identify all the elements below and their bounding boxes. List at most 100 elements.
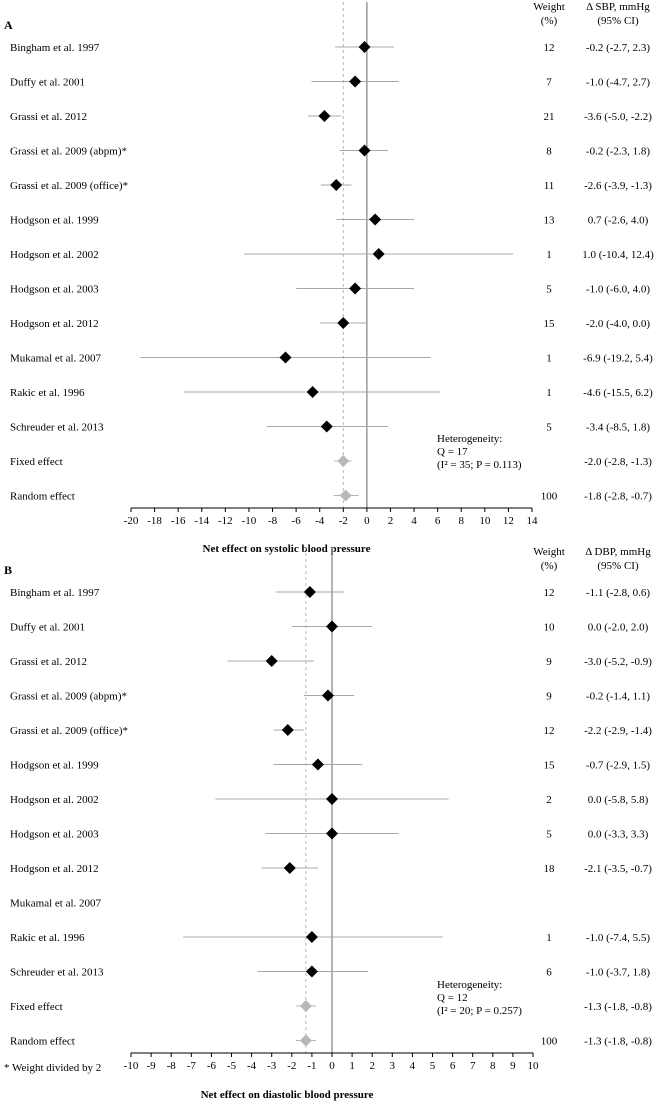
point-estimate-diamond: [326, 620, 338, 633]
study-weight: 2: [546, 794, 552, 806]
study-row: Hodgson et al. 2003 5 -1.0 (-6.0, 4.0): [10, 282, 650, 296]
study-effect-ci: -0.7 (-2.9, 1.5): [586, 760, 650, 772]
study-weight: 1: [546, 387, 552, 399]
study-row: Mukamal et al. 2007: [10, 898, 102, 910]
study-effect-ci: -1.0 (-6.0, 4.0): [586, 284, 650, 296]
effect-header-unit: (95% CI): [597, 560, 639, 572]
panel-b-diastolic: B Weight (%) Δ DBP, mmHg (95% CI) Bingham et …: [4, 546, 652, 1101]
point-estimate-diamond: [358, 144, 371, 157]
study-label: Hodgson et al. 1999: [10, 215, 99, 227]
point-estimate-diamond: [337, 455, 350, 467]
footnote: * Weight divided by 2: [4, 1062, 101, 1074]
study-row: Bingham et al. 1997 12 -1.1 (-2.8, 0.6): [10, 586, 650, 599]
x-tick-label: 4: [410, 1060, 416, 1072]
study-weight: 15: [544, 760, 556, 772]
study-effect-ci: -6.9 (-19.2, 5.4): [583, 353, 653, 365]
study-row: Hodgson et al. 2012 15 -2.0 (-4.0, 0.0): [10, 317, 650, 330]
x-tick-label: -9: [147, 1060, 157, 1072]
point-estimate-diamond: [299, 1000, 312, 1012]
x-tick-label: -20: [124, 515, 139, 527]
study-effect-ci: 0.0 (-2.0, 2.0): [588, 622, 649, 634]
x-tick-label: 4: [411, 515, 417, 527]
x-tick-label: 0: [329, 1060, 335, 1072]
weight-header: Weight: [533, 546, 565, 558]
study-label: Grassi et al. 2012: [10, 111, 87, 123]
effect-header: Δ DBP, mmHg: [585, 546, 651, 558]
study-row: Grassi et al. 2009 (abpm)* 8 -0.2 (-2.3, 1…: [10, 144, 650, 158]
x-tick-label: 14: [527, 515, 539, 527]
study-weight: 1: [546, 353, 552, 365]
study-effect-ci: -3.4 (-8.5, 1.8): [586, 422, 650, 434]
panel-label: A: [4, 18, 13, 32]
x-axis-title: Net effect on systolic blood pressure: [203, 543, 371, 555]
study-effect-ci: -1.0 (-3.7, 1.8): [586, 967, 650, 979]
x-tick-label: -10: [124, 1060, 139, 1072]
x-tick-label: -8: [167, 1060, 177, 1072]
study-effect-ci: -2.0 (-2.8, -1.3): [584, 456, 652, 468]
study-label: Schreuder et al. 2013: [10, 967, 104, 979]
study-row: Schreuder et al. 2013 5 -3.4 (-8.5, 1.8): [10, 420, 650, 434]
study-row: Grassi et al. 2012 9 -3.0 (-5.2, -0.9): [10, 655, 652, 668]
study-row: Rakic et al. 1996 1 -4.6 (-15.5, 6.2): [10, 386, 653, 399]
study-row: Fixed effect -1.3 (-1.8, -0.8): [10, 1000, 652, 1013]
study-row: Grassi et al. 2012 21 -3.6 (-5.0, -2.2): [10, 110, 652, 123]
point-estimate-diamond: [372, 248, 385, 260]
study-weight: 10: [544, 622, 556, 634]
study-weight: 6: [546, 967, 552, 979]
study-row: Hodgson et al. 2003 5 0.0 (-3.3, 3.3): [10, 827, 649, 841]
x-tick-label: -6: [292, 515, 302, 527]
study-row: Random effect 100 -1.3 (-1.8, -0.8): [10, 1034, 652, 1048]
point-estimate-diamond: [283, 862, 296, 874]
x-tick-label: 0: [364, 515, 370, 527]
study-label: Random effect: [10, 1036, 75, 1048]
study-label: Fixed effect: [10, 456, 63, 468]
study-weight: 13: [544, 215, 556, 227]
x-tick-label: -14: [194, 515, 209, 527]
x-tick-label: -10: [242, 515, 257, 527]
study-weight: 12: [544, 587, 555, 599]
study-label: Duffy et al. 2001: [10, 622, 85, 634]
study-label: Duffy et al. 2001: [10, 77, 85, 89]
weight-header: Weight: [533, 1, 565, 13]
study-row: Random effect 100 -1.8 (-2.8, -0.7): [10, 489, 652, 503]
study-weight: 8: [546, 146, 552, 158]
study-row: Duffy et al. 2001 7 -1.0 (-4.7, 2.7): [10, 75, 650, 89]
x-tick-label: 6: [450, 1060, 456, 1072]
x-tick-label: -16: [171, 515, 186, 527]
point-estimate-diamond: [349, 75, 362, 88]
x-tick-label: 1: [349, 1060, 355, 1072]
study-label: Hodgson et al. 2003: [10, 284, 99, 296]
study-row: Grassi et al. 2009 (office)* 12 -2.2 (-2.9…: [10, 724, 652, 737]
study-effect-ci: -0.2 (-1.4, 1.1): [586, 691, 650, 703]
x-tick-label: -12: [218, 515, 233, 527]
effect-header-unit: (95% CI): [597, 15, 639, 27]
study-effect-ci: -2.2 (-2.9, -1.4): [584, 725, 652, 737]
study-effect-ci: -2.6 (-3.9, -1.3): [584, 180, 652, 192]
study-label: Hodgson et al. 2012: [10, 863, 99, 875]
point-estimate-diamond: [305, 965, 318, 978]
study-weight: 11: [544, 180, 555, 192]
x-tick-label: 3: [390, 1060, 396, 1072]
heterogeneity-text: Heterogeneity:: [437, 979, 502, 991]
x-tick-label: 10: [479, 515, 491, 527]
study-row: Grassi et al. 2009 (abpm)* 9 -0.2 (-1.4, 1…: [10, 689, 650, 703]
study-row: Mukamal et al. 2007 1 -6.9 (-19.2, 5.4): [10, 351, 653, 365]
heterogeneity-text: (I² = 35; P = 0.113): [437, 459, 522, 471]
study-row: Hodgson et al. 2002 1 1.0 (-10.4, 12.4): [10, 248, 654, 261]
study-effect-ci: 0.0 (-5.8, 5.8): [588, 794, 649, 806]
study-label: Rakic et al. 1996: [10, 932, 85, 944]
weight-header-unit: (%): [541, 560, 558, 572]
x-axis-title: Net effect on diastolic blood pressure: [201, 1089, 374, 1101]
study-label: Rakic et al. 1996: [10, 387, 85, 399]
study-label: Bingham et al. 1997: [10, 42, 100, 54]
x-tick-label: 2: [388, 515, 394, 527]
study-weight: 5: [546, 422, 552, 434]
study-label: Hodgson et al. 1999: [10, 760, 99, 772]
point-estimate-diamond: [311, 758, 324, 771]
study-row: Hodgson et al. 2012 18 -2.1 (-3.5, -0.7): [10, 862, 652, 875]
study-effect-ci: -1.1 (-2.8, 0.6): [586, 587, 650, 599]
study-effect-ci: -4.6 (-15.5, 6.2): [583, 387, 653, 399]
point-estimate-diamond: [358, 41, 371, 53]
point-estimate-diamond: [369, 213, 382, 226]
